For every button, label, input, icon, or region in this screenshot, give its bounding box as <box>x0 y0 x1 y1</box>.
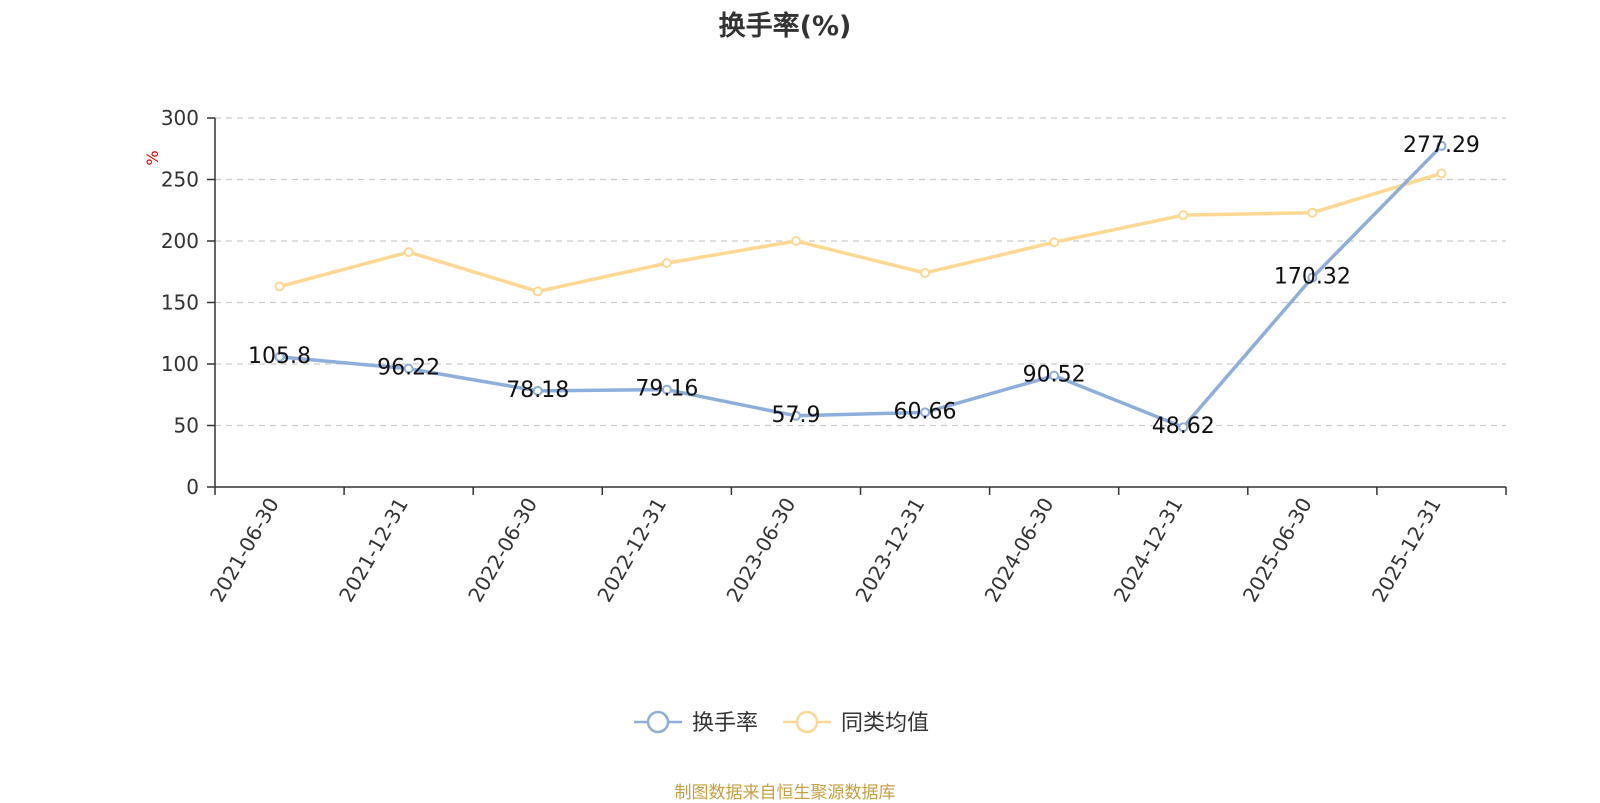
data-point[interactable] <box>532 286 543 297</box>
data-point[interactable] <box>661 384 672 395</box>
y-tick-label: 0 <box>186 475 199 499</box>
legend-label: 同类均值 <box>841 711 929 736</box>
data-point[interactable] <box>1049 370 1060 381</box>
x-tick-label: 2023-06-30 <box>721 494 800 607</box>
data-label: 78.18 <box>506 378 569 403</box>
data-label: 79.16 <box>635 377 698 402</box>
data-label: 60.66 <box>894 399 957 424</box>
series-line-1 <box>279 171 1442 294</box>
data-point[interactable] <box>1307 207 1318 218</box>
data-point[interactable] <box>661 258 672 269</box>
x-tick-label: 2025-06-30 <box>1238 494 1317 607</box>
x-tick-label: 2021-06-30 <box>205 494 284 607</box>
series-layer <box>274 140 1447 433</box>
data-label: 105.8 <box>248 344 311 369</box>
y-tick-label: 100 <box>161 352 199 376</box>
legend-label: 换手率 <box>692 711 758 736</box>
data-point[interactable] <box>1436 140 1447 151</box>
data-point[interactable] <box>403 247 414 258</box>
x-tick-label: 2022-12-31 <box>592 494 671 607</box>
x-axis-ticks: 2021-06-30 2021-12-31 2022-06-30 2022-12-31… <box>205 487 1507 607</box>
data-label: 277.29 <box>1403 133 1480 158</box>
data-point[interactable] <box>274 281 285 292</box>
data-label: 170.32 <box>1274 265 1351 290</box>
y-axis-unit-label: % <box>143 150 162 165</box>
data-point[interactable] <box>920 267 931 278</box>
x-tick-label: 2024-06-30 <box>980 494 1059 607</box>
x-tick-label: 2022-06-30 <box>463 494 542 607</box>
axes <box>214 118 1506 488</box>
legend[interactable]: 换手率 同类均值 <box>634 710 929 736</box>
y-tick-label: 50 <box>174 414 199 438</box>
source-note: 制图数据来自恒生聚源数据库 <box>674 783 896 803</box>
data-point[interactable] <box>403 363 414 374</box>
data-label: 90.52 <box>1023 363 1086 388</box>
x-tick-label: 2025-12-31 <box>1367 494 1446 607</box>
y-tick-label: 300 <box>161 106 199 130</box>
data-point[interactable] <box>790 410 801 421</box>
data-label: 57.9 <box>771 403 820 428</box>
data-label: 48.62 <box>1152 414 1215 439</box>
data-point[interactable] <box>1178 422 1189 433</box>
data-point[interactable] <box>1307 272 1318 283</box>
legend-item-1[interactable]: 同类均值 <box>783 710 929 736</box>
data-point[interactable] <box>532 385 543 396</box>
legend-marker <box>646 710 670 734</box>
data-label: 96.22 <box>377 356 440 381</box>
y-tick-label: 150 <box>161 291 199 315</box>
data-point[interactable] <box>790 236 801 246</box>
x-tick-label: 2024-12-31 <box>1109 494 1188 607</box>
y-axis-ticks: 0 50 100 150 200 250 300 <box>161 106 215 499</box>
data-point[interactable] <box>274 351 285 362</box>
x-tick-label: 2021-12-31 <box>334 494 413 607</box>
x-tick-label: 2023-12-31 <box>850 494 929 607</box>
series-line-0 <box>279 144 1443 429</box>
legend-marker <box>795 710 819 734</box>
legend-item-0[interactable]: 换手率 <box>634 710 758 736</box>
data-point[interactable] <box>1178 210 1189 221</box>
data-point[interactable] <box>1436 168 1447 179</box>
chart-title: 换手率(%) <box>718 11 852 42</box>
data-point[interactable] <box>920 407 931 418</box>
data-labels: 105.8 96.22 78.18 79.16 57.9 60.66 90.52 48.62 1… <box>248 133 1480 439</box>
data-point[interactable] <box>1049 237 1060 248</box>
y-tick-label: 250 <box>161 168 199 192</box>
y-tick-label: 200 <box>161 229 199 253</box>
